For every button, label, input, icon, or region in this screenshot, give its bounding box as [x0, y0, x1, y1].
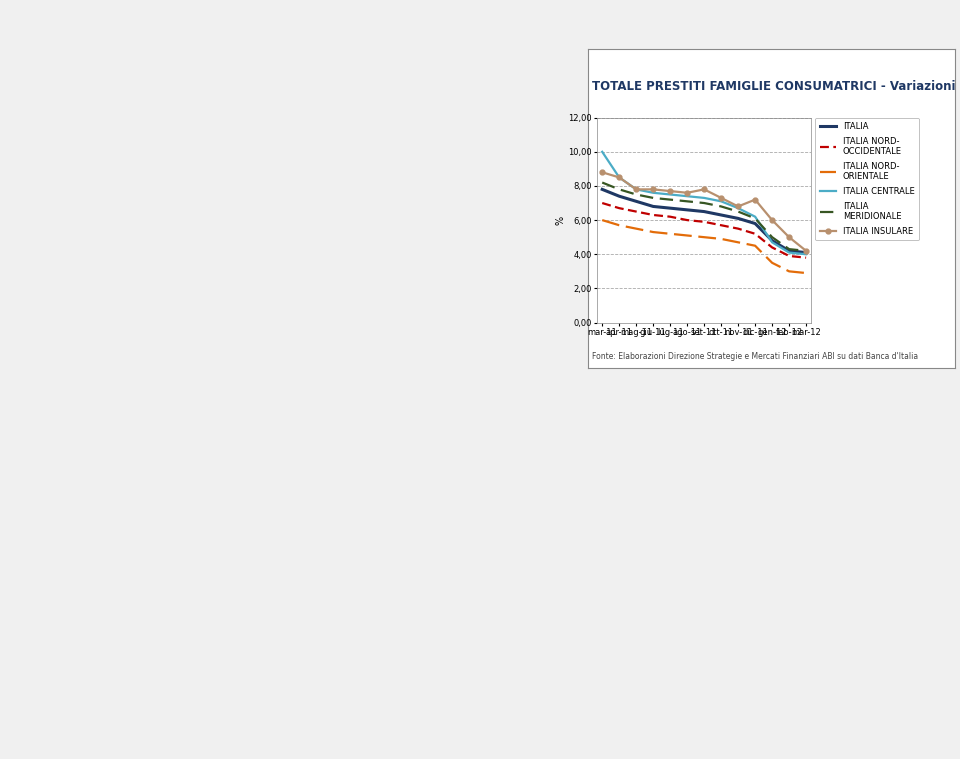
Text: Fonte: Elaborazioni Direzione Strategie e Mercati Finanziari ABI su dati Banca d: Fonte: Elaborazioni Direzione Strategie … [592, 351, 919, 361]
ITALIA [715, 210, 727, 219]
ITALIA CENTRALE [783, 248, 795, 257]
ITALIA [766, 236, 778, 245]
ITALIA NORD-
ORIENTALE [698, 232, 709, 241]
ITALIA NORD-
ORIENTALE [664, 229, 676, 238]
ITALIA
MERIDIONALE [631, 190, 642, 199]
Text: TOTALE PRESTITI FAMIGLIE CONSUMATRICI - Variazioni % annue: TOTALE PRESTITI FAMIGLIE CONSUMATRICI - … [592, 80, 960, 93]
ITALIA NORD-
ORIENTALE [750, 241, 761, 250]
ITALIA NORD-
OCCIDENTALE [766, 243, 778, 252]
ITALIA [631, 197, 642, 206]
ITALIA NORD-
OCCIDENTALE [783, 251, 795, 260]
ITALIA [682, 206, 693, 215]
ITALIA NORD-
OCCIDENTALE [750, 229, 761, 238]
ITALIA CENTRALE [596, 147, 608, 156]
ITALIA INSULARE [631, 184, 642, 194]
ITALIA
MERIDIONALE [732, 207, 744, 216]
ITALIA
MERIDIONALE [596, 178, 608, 187]
ITALIA
MERIDIONALE [664, 195, 676, 204]
ITALIA
MERIDIONALE [613, 184, 625, 194]
ITALIA INSULARE [801, 246, 812, 255]
ITALIA NORD-
ORIENTALE [647, 228, 659, 237]
ITALIA NORD-
ORIENTALE [732, 238, 744, 247]
ITALIA CENTRALE [613, 173, 625, 182]
ITALIA NORD-
ORIENTALE [596, 216, 608, 225]
ITALIA [801, 248, 812, 257]
ITALIA NORD-
OCCIDENTALE [732, 224, 744, 233]
ITALIA [750, 219, 761, 228]
Line: ITALIA NORD-
ORIENTALE: ITALIA NORD- ORIENTALE [602, 220, 806, 273]
ITALIA [783, 246, 795, 255]
ITALIA [613, 191, 625, 200]
ITALIA [664, 203, 676, 213]
ITALIA NORD-
OCCIDENTALE [613, 203, 625, 213]
ITALIA CENTRALE [801, 250, 812, 259]
ITALIA
MERIDIONALE [698, 198, 709, 207]
ITALIA INSULARE [613, 173, 625, 182]
ITALIA
MERIDIONALE [766, 232, 778, 241]
ITALIA
MERIDIONALE [750, 214, 761, 223]
ITALIA NORD-
OCCIDENTALE [596, 198, 608, 207]
ITALIA CENTRALE [698, 194, 709, 203]
ITALIA CENTRALE [664, 190, 676, 199]
ITALIA INSULARE [596, 168, 608, 177]
ITALIA CENTRALE [732, 203, 744, 213]
ITALIA INSULARE [783, 232, 795, 241]
ITALIA NORD-
OCCIDENTALE [801, 254, 812, 263]
ITALIA NORD-
ORIENTALE [631, 224, 642, 233]
ITALIA INSULARE [766, 216, 778, 225]
ITALIA CENTRALE [682, 191, 693, 200]
ITALIA INSULARE [647, 184, 659, 194]
Line: ITALIA NORD-
OCCIDENTALE: ITALIA NORD- OCCIDENTALE [602, 203, 806, 258]
ITALIA
MERIDIONALE [715, 202, 727, 211]
ITALIA
MERIDIONALE [801, 246, 812, 255]
ITALIA NORD-
OCCIDENTALE [631, 207, 642, 216]
ITALIA INSULARE [698, 184, 709, 194]
ITALIA INSULARE [682, 188, 693, 197]
Line: ITALIA CENTRALE: ITALIA CENTRALE [602, 152, 806, 254]
Legend: ITALIA, ITALIA NORD-
OCCIDENTALE, ITALIA NORD-
ORIENTALE, ITALIA CENTRALE, ITALI: ITALIA, ITALIA NORD- OCCIDENTALE, ITALIA… [815, 118, 919, 241]
ITALIA CENTRALE [647, 188, 659, 197]
ITALIA [596, 184, 608, 194]
ITALIA INSULARE [664, 187, 676, 196]
ITALIA CENTRALE [715, 197, 727, 206]
ITALIA INSULARE [732, 202, 744, 211]
ITALIA [732, 214, 744, 223]
ITALIA NORD-
ORIENTALE [682, 231, 693, 240]
ITALIA CENTRALE [766, 238, 778, 247]
ITALIA CENTRALE [750, 213, 761, 222]
ITALIA NORD-
OCCIDENTALE [698, 217, 709, 226]
ITALIA NORD-
OCCIDENTALE [647, 210, 659, 219]
ITALIA NORD-
ORIENTALE [783, 267, 795, 276]
ITALIA NORD-
OCCIDENTALE [682, 216, 693, 225]
ITALIA
MERIDIONALE [783, 244, 795, 254]
Line: ITALIA INSULARE: ITALIA INSULARE [600, 170, 808, 254]
ITALIA [647, 202, 659, 211]
ITALIA NORD-
OCCIDENTALE [715, 221, 727, 230]
Line: ITALIA
MERIDIONALE: ITALIA MERIDIONALE [602, 183, 806, 250]
ITALIA NORD-
ORIENTALE [613, 221, 625, 230]
Y-axis label: %: % [555, 216, 565, 225]
ITALIA CENTRALE [631, 184, 642, 194]
ITALIA
MERIDIONALE [682, 197, 693, 206]
ITALIA NORD-
ORIENTALE [715, 235, 727, 244]
ITALIA [698, 207, 709, 216]
ITALIA NORD-
OCCIDENTALE [664, 213, 676, 222]
ITALIA INSULARE [750, 195, 761, 204]
ITALIA NORD-
ORIENTALE [801, 269, 812, 278]
ITALIA
MERIDIONALE [647, 194, 659, 203]
ITALIA INSULARE [715, 194, 727, 203]
ITALIA NORD-
ORIENTALE [766, 258, 778, 267]
Line: ITALIA: ITALIA [602, 189, 806, 253]
